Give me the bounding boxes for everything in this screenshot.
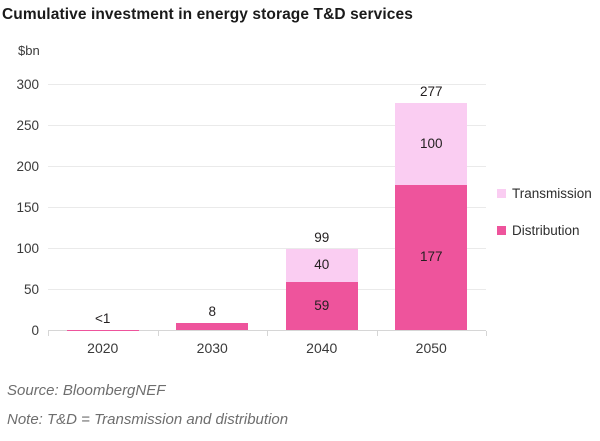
y-axis-unit-label: $bn [18, 43, 40, 58]
segment-value-label: 59 [314, 297, 330, 313]
legend-item-transmission: Transmission [497, 186, 592, 201]
y-tick-label: 250 [16, 118, 39, 133]
note-text: Note: T&D = Transmission and distributio… [7, 411, 289, 428]
x-tick-mark [267, 331, 268, 336]
y-tick-label: 200 [16, 159, 39, 174]
legend-swatch-icon [497, 226, 506, 235]
x-tick-mark [158, 331, 159, 336]
legend-label: Distribution [512, 223, 580, 238]
x-tick-label-2030: 2030 [196, 340, 228, 356]
x-tick-label-2040: 2040 [306, 340, 338, 356]
bar-segment-transmission-2040 [285, 248, 358, 282]
x-axis-line [48, 330, 486, 331]
segment-value-label: 177 [419, 249, 443, 265]
total-value-label: 277 [419, 83, 443, 99]
legend: Transmission Distribution [497, 186, 592, 260]
source-text: Source: BloombergNEF [7, 382, 166, 399]
bar-segment-distribution-2030 [176, 323, 249, 330]
gridline-y-100 [48, 248, 486, 249]
gridline-y-200 [48, 166, 486, 167]
x-tick-mark [377, 331, 378, 336]
legend-swatch-icon [497, 189, 506, 198]
gridline-y-150 [48, 207, 486, 208]
legend-label: Transmission [512, 186, 592, 201]
bar-segment-distribution-2050 [395, 184, 468, 330]
gridline-y-50 [48, 289, 486, 290]
legend-item-distribution: Distribution [497, 223, 592, 238]
total-value-label: 8 [208, 304, 216, 320]
y-tick-label: 0 [31, 323, 39, 338]
y-tick-label: 150 [16, 200, 39, 215]
bar-segment-transmission-2050 [395, 102, 468, 185]
x-tick-mark [486, 331, 487, 336]
y-tick-label: 300 [16, 77, 39, 92]
x-tick-mark [48, 331, 49, 336]
total-value-label: 99 [314, 229, 330, 245]
gridline-y-250 [48, 125, 486, 126]
gridline-y-300 [48, 84, 486, 85]
chart-title: Cumulative investment in energy storage … [2, 6, 413, 23]
segment-value-label: 40 [314, 257, 330, 273]
plot-area: 0 50 100 150 200 250 300 <1 2020 8 2030 59 40 99 2040 1… [16, 77, 487, 356]
x-tick-label-2050: 2050 [415, 340, 447, 356]
bar-segment-distribution-2040 [285, 281, 358, 330]
segment-value-label: 100 [419, 135, 443, 151]
x-tick-label-2020: 2020 [87, 340, 119, 356]
y-tick-label: 100 [16, 241, 39, 256]
total-value-label: <1 [95, 310, 111, 326]
y-tick-label: 50 [23, 282, 39, 297]
